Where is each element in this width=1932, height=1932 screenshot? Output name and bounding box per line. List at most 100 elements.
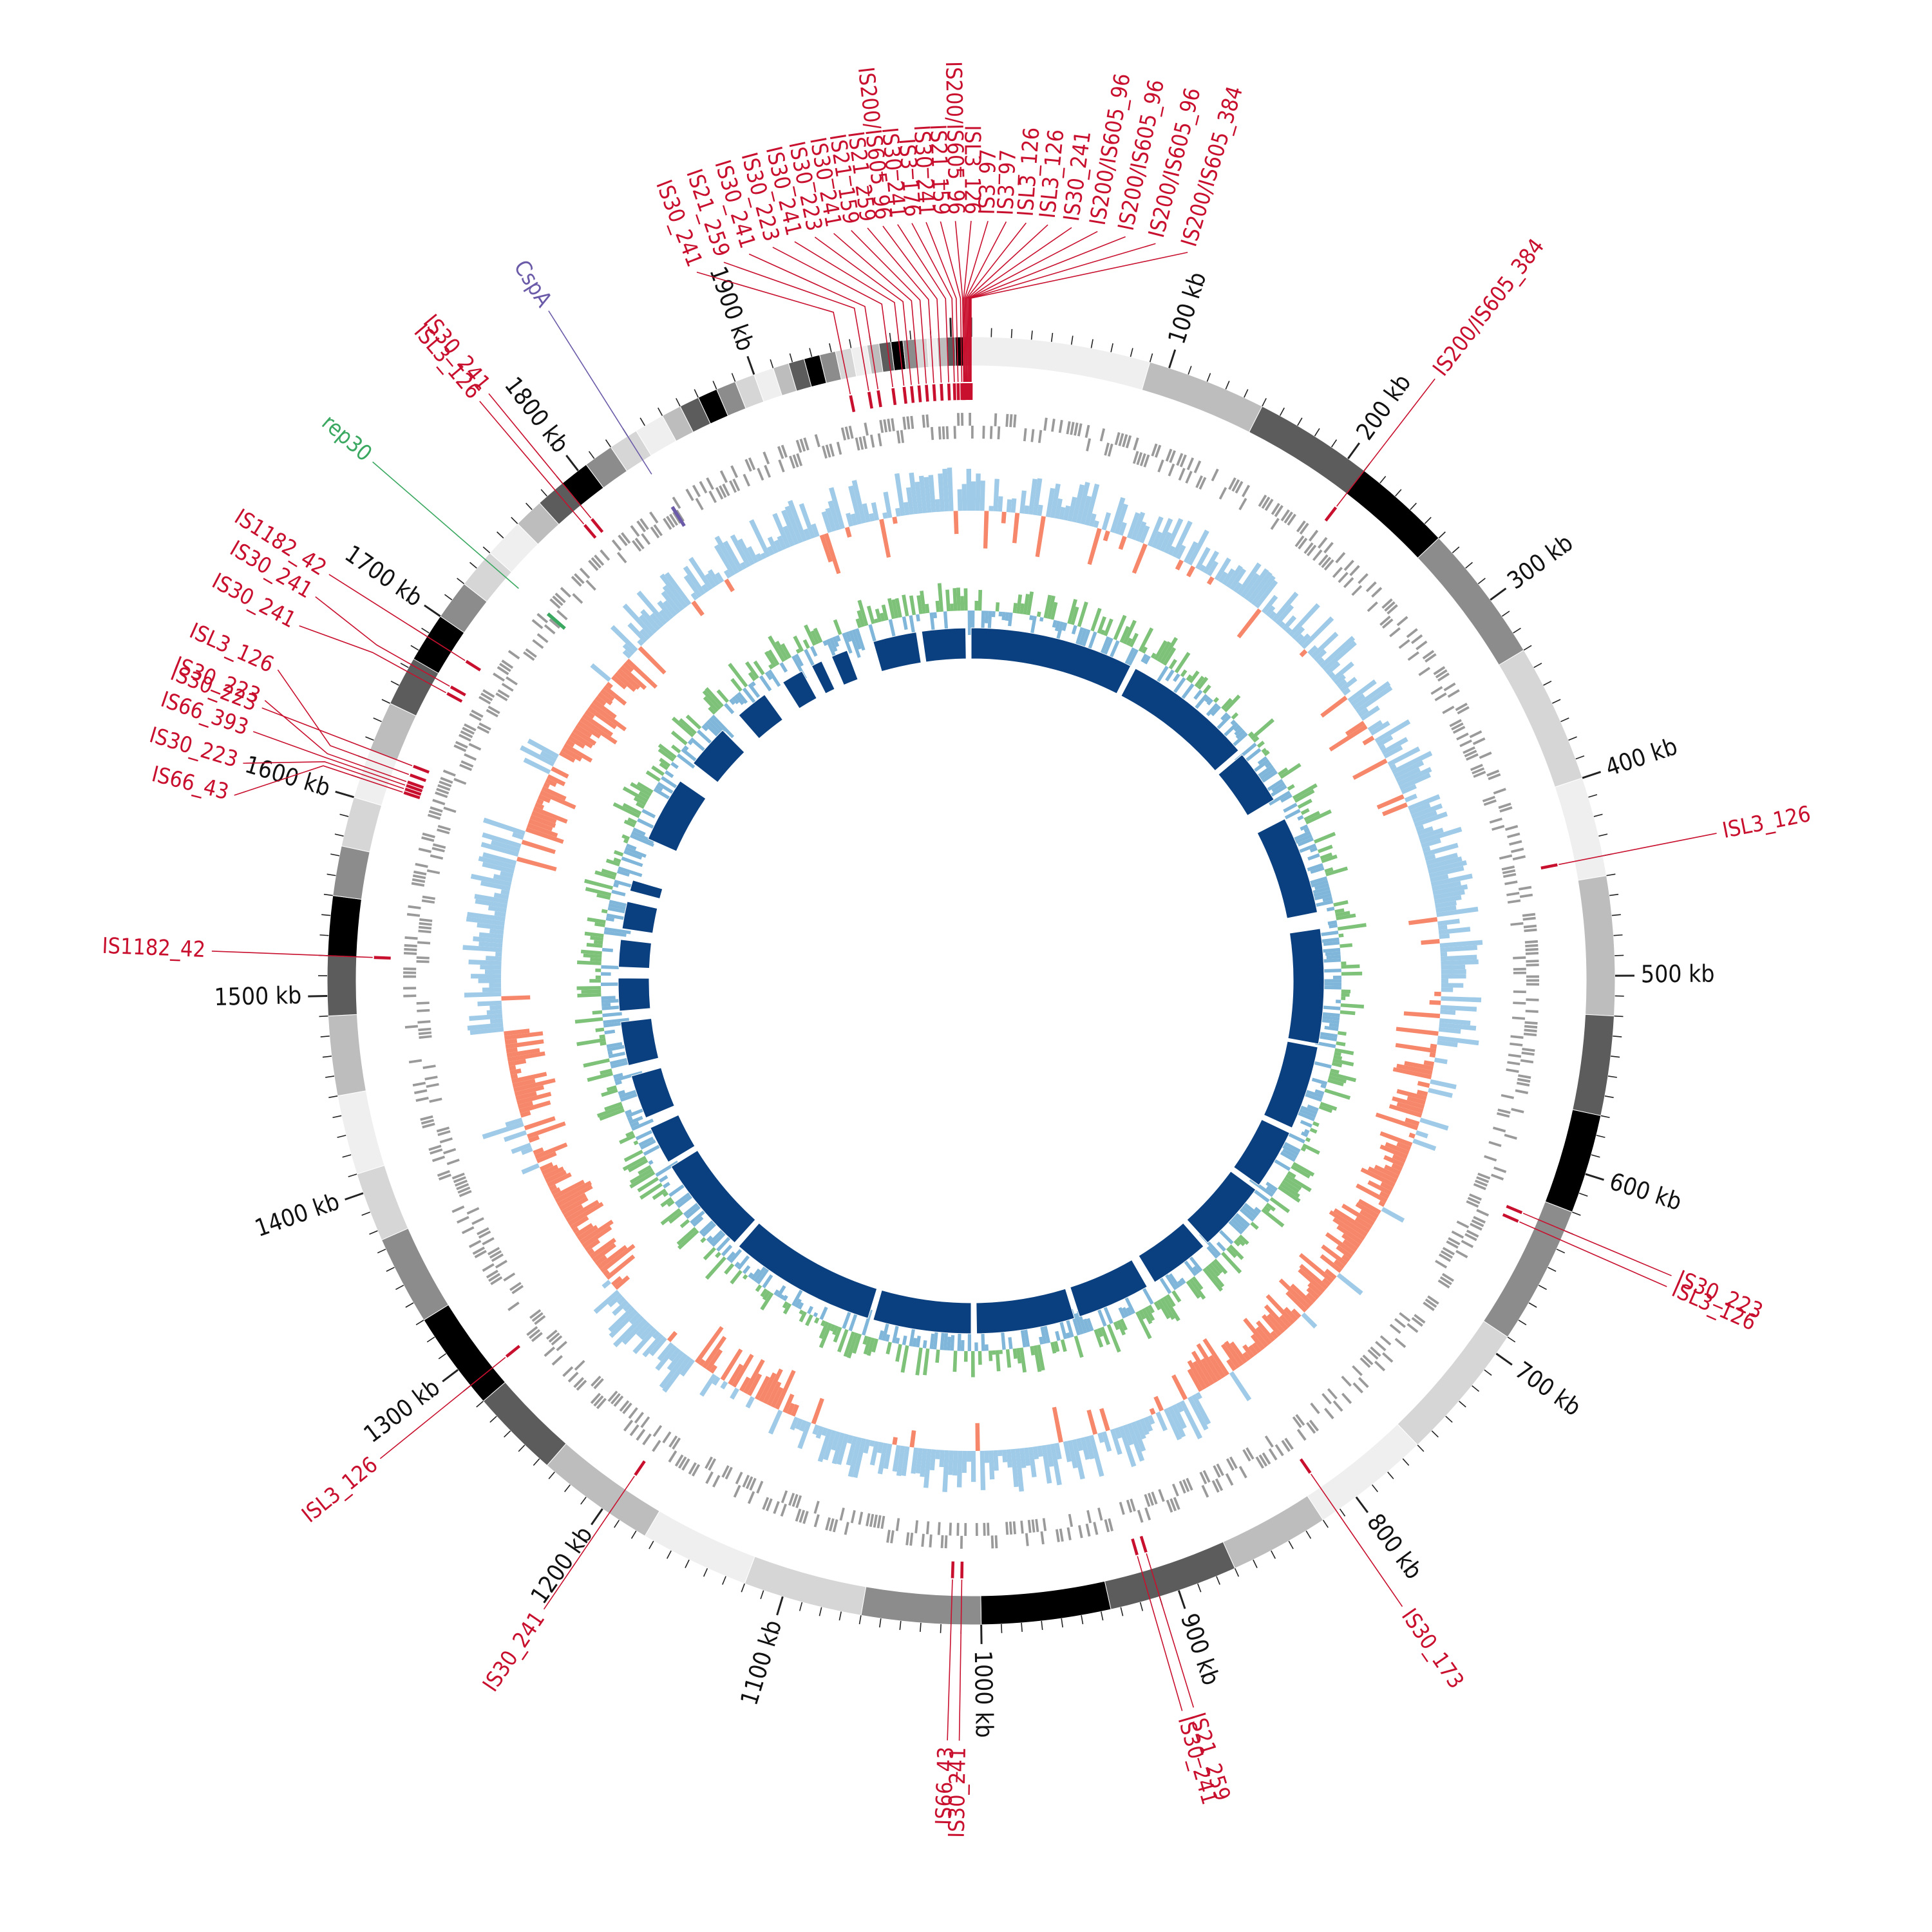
gc-skew-bar bbox=[533, 806, 568, 824]
gc-skew-bar bbox=[836, 1434, 849, 1465]
contig-segment bbox=[1248, 406, 1365, 495]
gc-content-bar bbox=[1271, 781, 1285, 793]
gc-skew-bar bbox=[1358, 707, 1369, 717]
gene-mark bbox=[611, 1393, 621, 1405]
gc-content-bar bbox=[676, 753, 696, 769]
gc-content-bar bbox=[729, 698, 735, 705]
gc-skew-bar bbox=[1248, 1345, 1258, 1356]
gc-content-bar bbox=[1055, 1331, 1061, 1341]
gene-mark bbox=[730, 465, 739, 478]
gene-mark bbox=[1338, 572, 1349, 583]
gc-skew-bar bbox=[759, 1372, 777, 1403]
gc-skew-bar bbox=[1319, 636, 1356, 668]
gc-skew-bar bbox=[636, 591, 667, 625]
is-element-mark bbox=[1540, 863, 1558, 870]
gene-mark bbox=[1466, 1229, 1479, 1238]
gene-mark bbox=[1521, 1051, 1535, 1056]
gc-content-bar bbox=[1265, 1181, 1278, 1191]
gc-skew-bar bbox=[1432, 884, 1468, 896]
gc-content-bar bbox=[1314, 883, 1329, 891]
gc-content-bar bbox=[988, 1350, 993, 1361]
gc-skew-bar bbox=[903, 502, 910, 516]
is-leader-line bbox=[1522, 1213, 1672, 1276]
gc-content-bar bbox=[594, 922, 605, 927]
gc-skew-bar bbox=[590, 663, 612, 682]
gc-skew-bar bbox=[658, 609, 671, 623]
contig-segment bbox=[1554, 777, 1607, 881]
gc-skew-bar bbox=[467, 1022, 504, 1031]
gene-mark bbox=[1394, 1318, 1406, 1329]
gc-skew-bar bbox=[1265, 1294, 1295, 1325]
gc-content-bar bbox=[1078, 628, 1088, 647]
gc-content-bar bbox=[1287, 1171, 1296, 1179]
gene-mark bbox=[1442, 1247, 1455, 1256]
gc-skew-bar bbox=[1126, 1423, 1145, 1462]
gc-skew-bar bbox=[1282, 615, 1297, 631]
contig-segment bbox=[356, 1164, 409, 1241]
gene-mark bbox=[1526, 983, 1539, 986]
gene-mark bbox=[1341, 1376, 1352, 1387]
gc-skew-bar bbox=[1329, 1210, 1368, 1238]
gc-skew-bar bbox=[659, 1353, 688, 1389]
gc-content-bar bbox=[621, 857, 643, 867]
gene-mark bbox=[536, 633, 549, 643]
gene-mark bbox=[1262, 1452, 1271, 1465]
gc-skew-bar bbox=[516, 1092, 552, 1105]
gc-content-bar bbox=[1300, 1092, 1323, 1102]
gc-skew-bar bbox=[1437, 918, 1460, 926]
gc-content-bar bbox=[1300, 1119, 1312, 1128]
gene-mark bbox=[1020, 1520, 1024, 1534]
gene-mark bbox=[431, 847, 445, 853]
gc-skew-bar bbox=[690, 592, 699, 601]
scale-tick bbox=[760, 1590, 764, 1600]
gc-content-bar bbox=[604, 1029, 616, 1035]
gc-skew-bar bbox=[1360, 705, 1380, 721]
scale-tick bbox=[1495, 1352, 1513, 1366]
gc-content-bar bbox=[605, 858, 620, 867]
is-element-labels: IS30_241IS21_259IS30_241IS30_223IS30_241… bbox=[102, 61, 1813, 1838]
gc-content-bar bbox=[676, 1194, 694, 1209]
scale-tick bbox=[1410, 502, 1417, 511]
gene-mark bbox=[971, 426, 974, 439]
gc-skew-bar bbox=[821, 1427, 828, 1437]
gc-skew-bar bbox=[699, 1374, 717, 1397]
synteny-block bbox=[1287, 928, 1325, 1045]
gc-skew-bar bbox=[493, 874, 513, 883]
gc-content-bar bbox=[629, 1171, 656, 1189]
gene-mark bbox=[1499, 806, 1513, 813]
is-leader-line bbox=[833, 232, 920, 384]
gc-content-bar bbox=[1238, 1235, 1249, 1245]
gene-mark bbox=[432, 799, 446, 806]
scale-tick bbox=[1297, 417, 1303, 426]
gc-skew-bar bbox=[507, 1059, 527, 1066]
gene-mark bbox=[1321, 1393, 1332, 1405]
gc-content-bar bbox=[601, 996, 616, 1000]
gc-content-bar bbox=[622, 786, 649, 803]
gc-content-bar bbox=[748, 683, 761, 698]
gc-content-bar bbox=[1303, 811, 1320, 822]
scale-tick bbox=[1611, 914, 1621, 916]
gene-mark bbox=[1358, 573, 1368, 584]
gc-skew-bar bbox=[512, 1078, 536, 1088]
gc-skew-bar bbox=[1406, 1095, 1426, 1105]
gene-mark bbox=[1104, 1519, 1110, 1533]
gc-skew-bar bbox=[1412, 810, 1437, 823]
gc-content-bar bbox=[822, 640, 828, 647]
gc-content-bar bbox=[887, 598, 896, 620]
gene-mark bbox=[1396, 616, 1408, 627]
gene-mark bbox=[461, 1226, 475, 1235]
gc-skew-bar bbox=[905, 487, 914, 515]
gc-skew-bar bbox=[1391, 751, 1433, 775]
scale-tick bbox=[694, 389, 699, 398]
gc-content-bar bbox=[1162, 647, 1177, 666]
gc-content-bar bbox=[1113, 1321, 1120, 1331]
gc-content-bar bbox=[1166, 1294, 1176, 1307]
gene-mark bbox=[437, 1170, 450, 1177]
gc-skew-bar bbox=[1392, 1067, 1432, 1079]
gc-content-bar bbox=[1159, 1298, 1175, 1320]
scale-tick bbox=[1575, 755, 1585, 760]
gc-skew-bar bbox=[1376, 735, 1394, 747]
scale-tick bbox=[1477, 578, 1486, 585]
gene-mark bbox=[531, 619, 544, 629]
gc-skew-bar bbox=[509, 1068, 522, 1075]
